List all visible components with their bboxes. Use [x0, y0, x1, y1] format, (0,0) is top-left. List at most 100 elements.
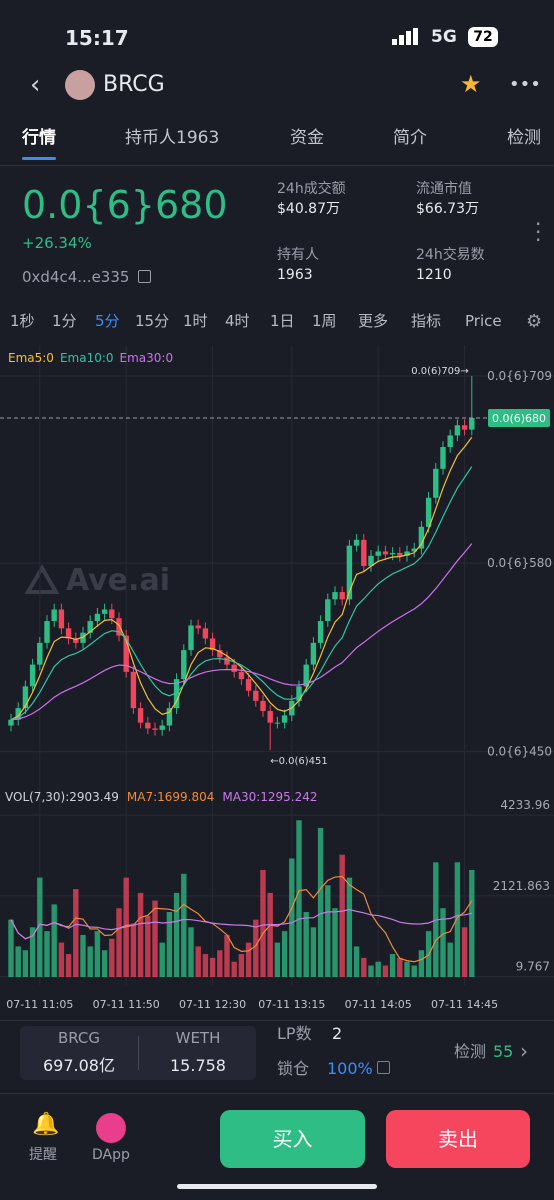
volume-bar: [382, 965, 389, 977]
volume-bar: [152, 900, 158, 977]
tab[interactable]: 资金: [290, 128, 324, 148]
divider: [0, 1093, 554, 1094]
candle-body: [375, 551, 381, 556]
check-label[interactable]: 检测: [454, 1042, 487, 1061]
interval[interactable]: 15分: [135, 312, 170, 330]
candle-body: [274, 722, 281, 724]
dapp-icon[interactable]: [96, 1113, 126, 1143]
tab[interactable]: 行情: [22, 128, 56, 148]
volume-bar: [447, 942, 453, 977]
volume-bar: [253, 919, 259, 977]
tab[interactable]: 持币人1963: [125, 128, 220, 148]
y-tick-label: 0.0{6}450: [487, 745, 552, 759]
vol-ma-line: [10, 875, 473, 963]
interval[interactable]: 指标: [411, 312, 442, 330]
candle-body: [195, 625, 201, 629]
candle-body: [73, 638, 79, 643]
copy-icon[interactable]: [138, 270, 151, 283]
lp-value: 2: [332, 1024, 343, 1043]
volume-bar: [58, 942, 65, 977]
candle-body: [116, 618, 122, 636]
ema-legend: Ema5:0 Ema10:0 Ema30:0: [8, 352, 179, 364]
candle-body: [8, 719, 14, 726]
candle-body: [109, 609, 115, 619]
candle-body: [159, 725, 165, 730]
settings-icon[interactable]: ⚙: [526, 311, 543, 332]
lock-value[interactable]: 100%: [327, 1059, 373, 1078]
volume-bar: [188, 927, 194, 977]
candle-body: [353, 539, 360, 546]
check-value[interactable]: 55: [493, 1042, 514, 1061]
candle-body: [411, 548, 417, 552]
interval[interactable]: 5分: [95, 312, 120, 330]
pool-amount: 15.758: [170, 1056, 226, 1075]
tab-indicator: [22, 157, 56, 160]
candle-body: [209, 638, 216, 651]
volume-bar: [238, 954, 245, 977]
candle-body: [389, 552, 396, 555]
interval[interactable]: 4时: [225, 312, 250, 330]
volume-bar: [116, 908, 122, 977]
y-tick-label: 0.0{6}709: [487, 369, 552, 383]
candle-body: [166, 708, 173, 726]
volume-bar: [101, 950, 108, 977]
sell-button[interactable]: 卖出: [386, 1110, 530, 1168]
volume-bar: [94, 931, 101, 977]
x-tick-label: 07-11 14:45: [431, 998, 498, 1011]
vol-ma-line: [10, 908, 472, 940]
volume-bar: [325, 885, 331, 977]
volume-bar: [8, 919, 14, 977]
vol-legend-title: VOL(7,30):2903.49: [5, 790, 119, 804]
volume-bar: [51, 904, 57, 977]
dapp-label[interactable]: DApp: [92, 1147, 130, 1163]
back-button[interactable]: ‹: [30, 70, 41, 100]
interval[interactable]: 更多: [358, 312, 389, 330]
candle-body: [325, 599, 331, 622]
interval[interactable]: 1秒: [10, 312, 35, 330]
candle-body: [22, 686, 29, 709]
volume-bar: [195, 946, 201, 977]
volume-bar: [404, 961, 410, 977]
x-tick-label: 07-11 12:30: [179, 998, 246, 1011]
volume-bar: [260, 869, 266, 977]
interval[interactable]: 1周: [312, 312, 337, 330]
kebab-menu[interactable]: · · ·: [535, 212, 542, 252]
tab[interactable]: 简介: [393, 128, 427, 148]
volume-bar: [289, 858, 295, 977]
candle-body: [368, 555, 374, 566]
interval[interactable]: 1时: [183, 312, 208, 330]
more-menu[interactable]: •••: [509, 74, 541, 95]
volume-bar: [353, 946, 360, 977]
volume-bar: [281, 931, 288, 977]
candle-body: [260, 700, 266, 712]
external-link-icon[interactable]: [377, 1061, 390, 1074]
ema-legend-item: Ema10:0: [59, 351, 114, 365]
ema-legend-item: Ema5:0: [8, 351, 54, 365]
alert-label[interactable]: 提醒: [29, 1147, 57, 1163]
interval[interactable]: 1日: [270, 312, 295, 330]
pool-separator: [138, 1036, 139, 1070]
vol-legend-item: MA30:1295.242: [222, 790, 318, 804]
vol-tick-label: 2121.863: [493, 879, 550, 893]
candle-body: [339, 592, 345, 600]
candle-body: [433, 468, 439, 498]
interval[interactable]: 1分: [52, 312, 77, 330]
bell-icon[interactable]: 🔔: [32, 1112, 60, 1137]
volume-bar: [166, 912, 173, 977]
volume-bar: [346, 877, 353, 977]
volume-bar: [375, 961, 381, 977]
stat-value: 1210: [416, 267, 452, 283]
tab[interactable]: 检测: [507, 128, 541, 148]
candle-body: [231, 664, 237, 672]
volume-bar: [461, 927, 468, 977]
candle-body: [310, 642, 317, 665]
candle-body: [29, 664, 36, 687]
volume-bar: [296, 820, 302, 977]
volume-bar: [159, 942, 165, 977]
interval[interactable]: Price: [465, 312, 502, 330]
volume-bar: [145, 915, 151, 977]
favorite-star[interactable]: ★: [460, 70, 482, 98]
buy-button[interactable]: 买入: [220, 1110, 365, 1168]
volume-bar: [173, 892, 180, 977]
